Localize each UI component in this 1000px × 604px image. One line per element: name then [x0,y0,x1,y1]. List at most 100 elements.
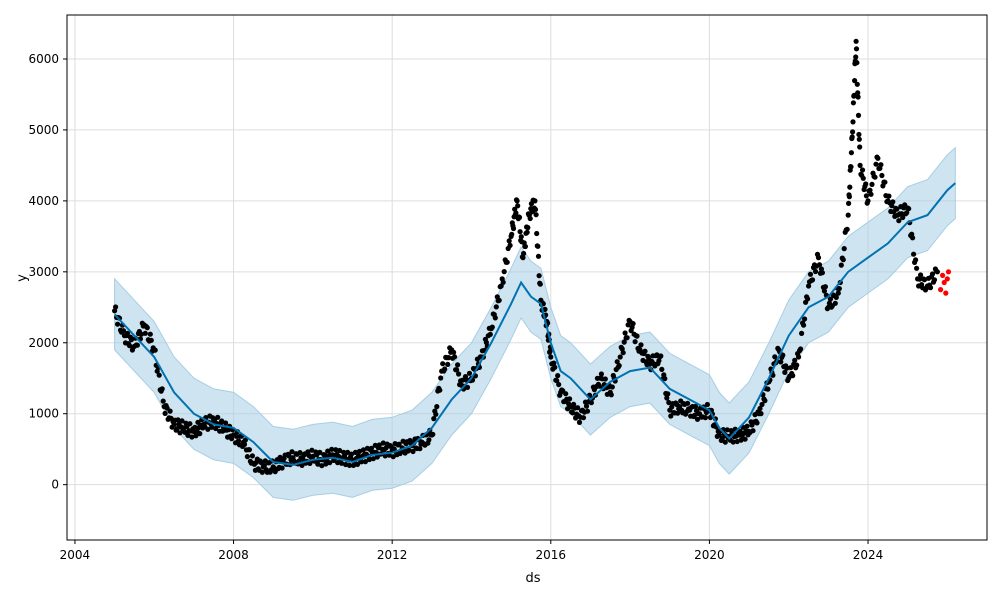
observed-point [886,193,892,199]
observed-point [809,277,816,283]
observed-point [853,38,859,44]
observed-point [934,269,941,275]
observed-point [659,366,665,372]
observed-point [847,184,853,190]
observed-point [850,129,856,135]
observed-point [493,304,499,310]
observed-point [124,330,131,336]
observed-point [515,203,521,209]
x-tick-label: 2016 [536,548,567,562]
observed-point [350,462,357,468]
observed-point [286,453,292,459]
observed-point [167,408,173,414]
observed-point [758,411,764,417]
observed-point [533,212,539,218]
observed-point [844,226,850,232]
observed-point [556,381,562,388]
observed-point [242,437,248,443]
observed-point [521,250,527,257]
observed-point [704,401,711,408]
observed-point [857,144,863,150]
observed-point [863,193,870,199]
observed-point [765,386,771,392]
observed-point [890,199,896,205]
observed-point [300,456,306,462]
observed-point [438,375,444,381]
observed-point [171,421,177,427]
observed-point [850,100,857,106]
recent-point [940,272,946,278]
observed-point [376,442,382,448]
observed-point [355,453,362,459]
observed-point [911,251,917,257]
observed-point [307,460,313,466]
observed-point [865,198,871,204]
observed-point [875,155,881,161]
observed-point [917,276,923,282]
observed-point [185,432,191,438]
observed-point [147,331,153,337]
observed-point [504,259,510,265]
observed-point [542,306,548,312]
observed-point [596,383,603,389]
observed-point [816,262,823,268]
observed-point [894,206,900,212]
observed-point [620,350,626,356]
observed-point [853,54,859,60]
observed-point [750,428,756,434]
observed-point [337,447,343,454]
observed-point [175,417,181,423]
observed-point [584,408,591,414]
observed-point [762,398,768,404]
observed-point [665,391,671,397]
observed-point [279,465,285,471]
plot-frame [66,14,988,541]
observed-point [518,234,524,240]
observed-point [853,46,860,52]
uncertainty-band [114,146,956,501]
observed-point [317,449,323,455]
observed-point [536,273,542,279]
observed-point [433,411,439,417]
observed-point [335,460,341,466]
observed-point [846,200,852,206]
observed-point [233,433,240,439]
observed-point [343,461,349,468]
observed-point [354,461,361,467]
observed-point [792,357,798,363]
observed-point [734,438,740,445]
observed-point [128,337,134,343]
observed-point [754,420,760,426]
observed-point [827,296,834,302]
observed-point [500,279,506,285]
observed-point [496,297,502,303]
observed-point [534,230,540,237]
observed-point [516,214,523,220]
y-axis-ticks: 0 1000 2000 3000 4000 5000 6000 [28,52,67,492]
y-tick-label: 0 [51,478,59,492]
observed-point [918,272,924,278]
observed-point [506,238,512,244]
observed-point [219,418,225,424]
x-axis-ticks: 2004 2008 2012 2016 2020 2024 [60,540,883,562]
observed-point [798,346,804,352]
observed-point [547,348,553,354]
observed-point [608,392,614,398]
observed-point [914,265,920,271]
observed-point [174,426,180,432]
y-tick-label: 3000 [28,265,59,279]
observed-point [868,191,874,197]
observed-point [532,206,539,213]
observed-point [159,386,165,392]
y-tick-label: 2000 [28,336,59,350]
observed-point [192,424,198,430]
observed-point [426,437,432,443]
y-tick-label: 1000 [28,407,59,421]
observed-point [548,354,554,360]
observed-point [323,461,329,467]
observed-point [489,324,495,330]
observed-point [356,448,363,454]
observed-point [857,162,863,168]
observed-point [616,363,622,369]
observed-point [215,414,221,420]
